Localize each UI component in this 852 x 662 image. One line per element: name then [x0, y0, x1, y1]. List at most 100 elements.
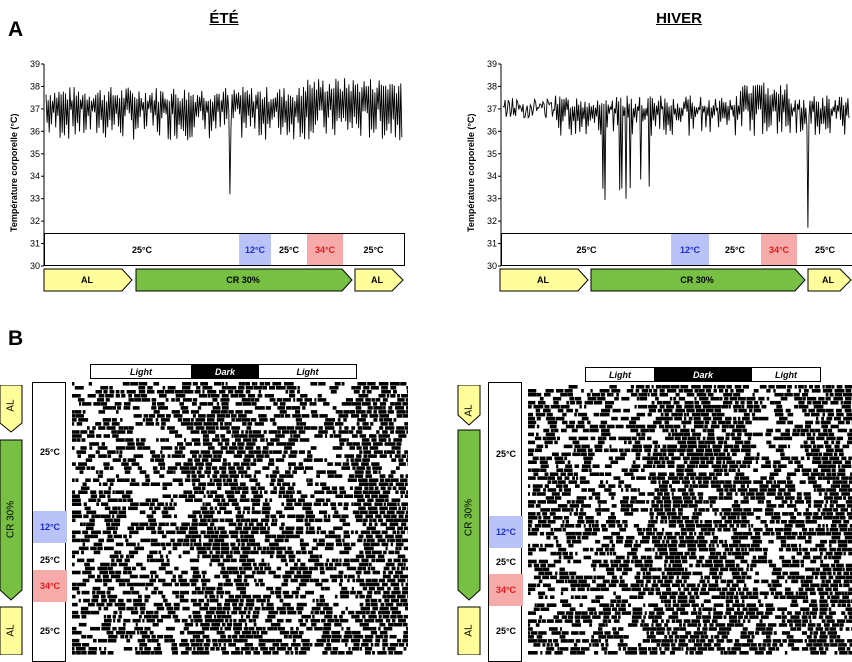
activity-bar [771, 540, 774, 544]
activity-bar [269, 458, 274, 462]
activity-bar [204, 603, 209, 607]
activity-bar [401, 502, 408, 506]
activity-bar [814, 500, 824, 504]
activity-bar [779, 417, 788, 421]
activity-bar [285, 551, 294, 555]
activity-bar [574, 472, 578, 476]
activity-bar [743, 588, 749, 592]
activity-bar [316, 599, 319, 603]
activity-bar [633, 607, 643, 611]
activity-bar [723, 401, 732, 405]
activity-bar [157, 635, 163, 639]
activity-bar [726, 425, 728, 429]
activity-bar [733, 576, 742, 580]
activity-bar [579, 405, 581, 409]
activity-bar [694, 417, 701, 421]
activity-bar [161, 563, 170, 567]
activity-bar [246, 442, 255, 446]
activity-bar [714, 564, 724, 568]
activity-bar [612, 627, 616, 631]
activity-bar [118, 551, 121, 555]
activity-bar [604, 631, 610, 635]
activity-bar [528, 548, 536, 552]
activity-bar [179, 446, 185, 450]
activity-bar [139, 643, 147, 647]
activity-bar [79, 402, 81, 406]
activity-bar [305, 523, 311, 527]
activity-bar [588, 488, 595, 492]
activity-bar [235, 527, 242, 531]
activity-bar [282, 531, 285, 535]
activity-bar [161, 615, 171, 619]
activity-bar [296, 551, 301, 555]
activity-bar [812, 389, 821, 393]
activity-bar [825, 592, 829, 596]
activity-bar [217, 402, 219, 406]
activity-bar [632, 615, 642, 619]
activity-bar [388, 406, 392, 410]
activity-bar [681, 421, 691, 425]
activity-bar [715, 480, 719, 484]
activity-bar [127, 430, 133, 434]
activity-bar [82, 643, 89, 647]
activity-bar [301, 579, 310, 583]
activity-bar [336, 539, 342, 543]
activity-bar [729, 619, 737, 623]
activity-bar [104, 466, 109, 470]
activity-bar [130, 587, 134, 591]
activity-bar [198, 474, 204, 478]
activity-bar [341, 515, 348, 519]
activity-bar [830, 504, 834, 508]
activity-bar [729, 464, 738, 468]
activity-bar [772, 643, 777, 647]
activity-bar [89, 446, 92, 450]
activity-bar [680, 540, 687, 544]
activity-bar [404, 422, 408, 426]
activity-bar [125, 559, 130, 563]
activity-bar [371, 386, 379, 390]
activity-bar [320, 599, 326, 603]
activity-bar [82, 402, 92, 406]
activity-bar [191, 422, 193, 426]
activity-bar [773, 389, 775, 393]
activity-bar [202, 486, 206, 490]
activity-bar [841, 484, 850, 488]
activity-bar [272, 651, 278, 655]
activity-bar [126, 490, 133, 494]
activity-bar [662, 572, 665, 576]
activity-bar [824, 643, 830, 647]
activity-bar [359, 450, 362, 454]
activity-bar [621, 417, 629, 421]
activity-bar [638, 643, 641, 647]
activity-bar [72, 631, 82, 635]
activity-bar [198, 482, 206, 486]
activity-bar [267, 442, 274, 446]
activity-bar [185, 442, 192, 446]
activity-bar [208, 494, 213, 498]
activity-bar [570, 647, 580, 651]
activity-bar [628, 603, 631, 607]
activity-bar [285, 470, 291, 474]
activity-bar [356, 571, 362, 575]
activity-bar [365, 583, 373, 587]
activity-bar [168, 454, 171, 458]
activity-bar [664, 560, 668, 564]
activity-bar [672, 568, 677, 572]
activity-bar [217, 418, 225, 422]
activity-bar [781, 457, 791, 461]
activity-bar [286, 502, 292, 506]
activity-bar [544, 572, 552, 576]
activity-bar [72, 382, 74, 386]
activity-bar [833, 568, 842, 572]
activity-bar [349, 446, 355, 450]
activity-bar [362, 422, 368, 426]
activity-bar [706, 409, 714, 413]
activity-bar [595, 496, 600, 500]
activity-bar [390, 430, 394, 434]
activity-bar [587, 588, 590, 592]
activity-bar [127, 390, 136, 394]
activity-bar [753, 540, 763, 544]
activity-bar [809, 385, 813, 389]
activity-bar [623, 647, 626, 651]
activity-bar [163, 599, 168, 603]
